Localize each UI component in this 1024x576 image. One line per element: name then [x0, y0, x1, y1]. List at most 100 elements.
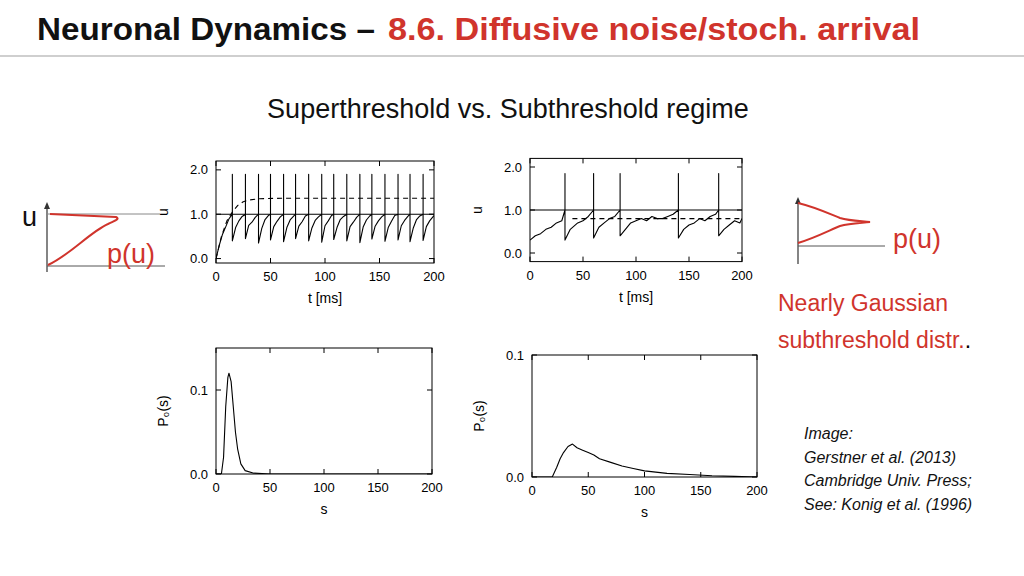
x-tick [742, 158, 743, 163]
sketch-axis [797, 200, 798, 264]
x-tick-label: 200 [731, 268, 753, 283]
x-axis-label: s [321, 501, 328, 517]
sketch-left: up(u) [22, 202, 165, 272]
plot-frame [216, 161, 434, 263]
x-tick [432, 469, 433, 474]
x-tick-label: 0 [528, 483, 535, 498]
x-tick [378, 469, 379, 474]
y-tick [216, 258, 221, 259]
y-tick [216, 390, 221, 391]
x-tick-label: 150 [367, 480, 389, 495]
x-tick [757, 472, 758, 477]
x-tick [324, 469, 325, 474]
y-tick-label: 0.1 [506, 348, 524, 363]
x-tick-label: 100 [634, 483, 656, 498]
sketch-arrow [44, 202, 50, 209]
y-tick [530, 167, 535, 168]
y-tick-label: 0.0 [190, 467, 208, 482]
y-tick [429, 258, 434, 259]
chart: 0501001502000.00.1sP₀(s) [471, 348, 768, 521]
x-axis-label: s [641, 504, 648, 520]
x-axis-label: t [ms] [308, 290, 342, 306]
x-tick-label: 50 [263, 269, 277, 284]
series-line [572, 218, 742, 219]
x-tick [644, 355, 645, 360]
x-tick [700, 472, 701, 477]
chart: 0501001502000.01.02.0t [ms]u [469, 158, 753, 304]
series-line [216, 198, 434, 258]
x-tick-label: 100 [314, 269, 336, 284]
x-tick-label: 200 [746, 483, 768, 498]
y-tick [737, 253, 742, 254]
x-tick [689, 158, 690, 163]
title: Neuronal Dynamics – [37, 11, 375, 47]
x-tick [270, 348, 271, 353]
y-tick-label: 2.0 [504, 160, 522, 175]
x-tick [216, 161, 217, 166]
x-tick-label: 150 [678, 268, 700, 283]
series-group [532, 444, 757, 477]
x-tick [270, 258, 271, 263]
x-tick-label: 50 [263, 480, 277, 495]
x-tick [636, 257, 637, 262]
chart: 0501001502000.00.1sP₀(s) [155, 348, 443, 517]
chart: 0501001502000.01.02.0t [ms]u [155, 161, 445, 306]
series-group [216, 174, 434, 258]
x-tick-label: 150 [690, 483, 712, 498]
x-tick [379, 258, 380, 263]
note-suffix: . [965, 327, 971, 353]
series-line [216, 373, 432, 474]
plot-frame [532, 355, 757, 477]
x-tick [588, 472, 589, 477]
credit-line: Cambridge Univ. Press; [804, 472, 972, 489]
sketch-curve [798, 203, 870, 243]
x-tick-label: 50 [576, 268, 590, 283]
credit-line: Gerstner et al. (2013) [804, 449, 956, 466]
x-tick [432, 348, 433, 353]
x-tick [583, 158, 584, 163]
series-line [530, 173, 742, 240]
x-tick [530, 158, 531, 163]
x-tick [434, 161, 435, 166]
y-tick-label: 1.0 [504, 203, 522, 218]
series-group [530, 173, 742, 240]
y-tick [752, 355, 757, 356]
x-tick [325, 258, 326, 263]
y-axis-label: P₀(s) [471, 400, 487, 431]
series-line [532, 444, 757, 477]
credit-line: See: Konig et al. (1996) [804, 496, 972, 513]
x-tick-label: 200 [423, 269, 445, 284]
x-tick [588, 355, 589, 360]
sketch-axis [46, 205, 47, 272]
x-tick [216, 348, 217, 353]
sketch-baseline [798, 246, 885, 247]
subtitle: Superthreshold vs. Subthreshold regime [267, 94, 749, 124]
note: subthreshold distr.. [778, 327, 971, 353]
x-tick-label: 100 [313, 480, 335, 495]
y-tick [530, 253, 535, 254]
x-tick [325, 161, 326, 166]
x-tick [530, 257, 531, 262]
series-line [216, 214, 434, 215]
x-tick-label: 0 [526, 268, 533, 283]
y-tick [216, 169, 221, 170]
series-line [216, 174, 434, 258]
x-tick-label: 150 [369, 269, 391, 284]
x-tick-label: 50 [581, 483, 595, 498]
y-axis-label: u [469, 206, 485, 214]
note: Nearly Gaussian [778, 290, 948, 316]
x-tick [583, 257, 584, 262]
x-tick [644, 472, 645, 477]
y-tick [429, 169, 434, 170]
x-tick [270, 469, 271, 474]
y-tick-label: 1.0 [190, 207, 208, 222]
y-tick-label: 0.0 [504, 246, 522, 261]
sketch-right: p(u) [795, 197, 941, 264]
plot-frame [530, 158, 742, 261]
x-tick [700, 355, 701, 360]
x-tick [532, 472, 533, 477]
title: 8.6. Diffusive noise/stoch. arrival [388, 11, 920, 47]
x-tick-label: 200 [421, 480, 443, 495]
series-line [530, 209, 742, 210]
sketch-label: p(u) [107, 239, 155, 269]
